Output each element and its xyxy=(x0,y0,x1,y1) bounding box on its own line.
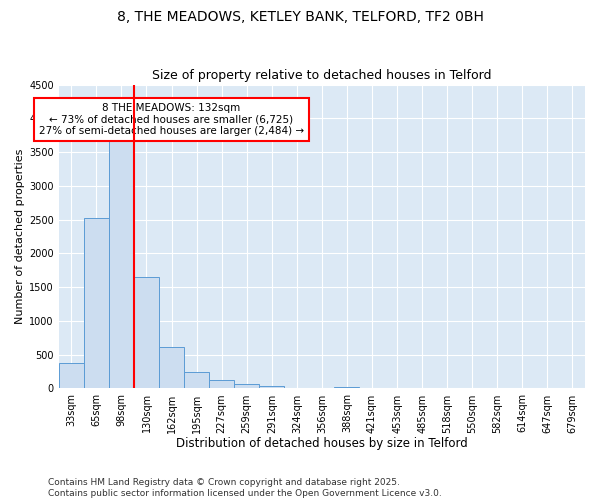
Bar xyxy=(209,380,234,388)
Text: 8 THE MEADOWS: 132sqm
← 73% of detached houses are smaller (6,725)
27% of semi-d: 8 THE MEADOWS: 132sqm ← 73% of detached … xyxy=(39,103,304,136)
Bar xyxy=(334,387,359,388)
Bar xyxy=(259,386,284,388)
Bar xyxy=(109,132,134,388)
Bar xyxy=(59,364,84,388)
Bar xyxy=(84,218,109,388)
Title: Size of property relative to detached houses in Telford: Size of property relative to detached ho… xyxy=(152,69,491,82)
Y-axis label: Number of detached properties: Number of detached properties xyxy=(15,149,25,324)
Bar xyxy=(234,384,259,388)
X-axis label: Distribution of detached houses by size in Telford: Distribution of detached houses by size … xyxy=(176,437,468,450)
Bar xyxy=(134,277,159,388)
Bar xyxy=(159,348,184,389)
Text: Contains HM Land Registry data © Crown copyright and database right 2025.
Contai: Contains HM Land Registry data © Crown c… xyxy=(48,478,442,498)
Text: 8, THE MEADOWS, KETLEY BANK, TELFORD, TF2 0BH: 8, THE MEADOWS, KETLEY BANK, TELFORD, TF… xyxy=(116,10,484,24)
Bar xyxy=(184,372,209,388)
